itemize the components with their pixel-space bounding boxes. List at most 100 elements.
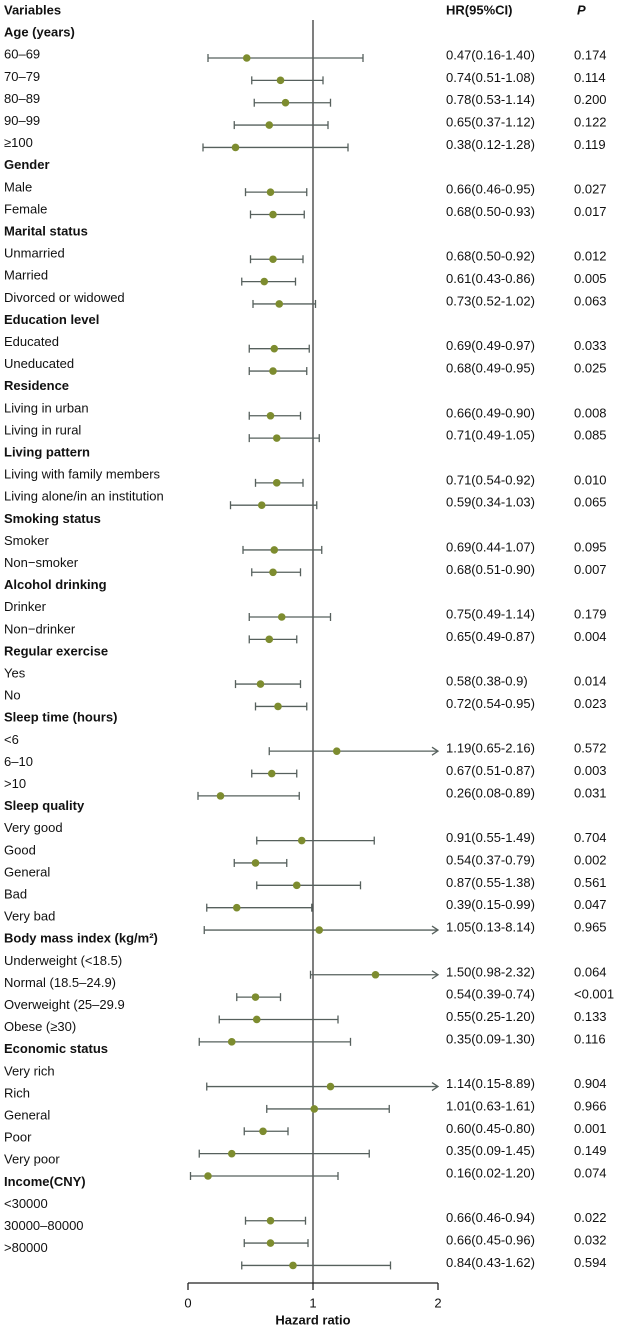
row-label: Living alone/in an institution: [4, 489, 164, 504]
hr-point: [266, 188, 275, 196]
row-label: Educated: [4, 334, 59, 349]
ci-text: 1.14(0.15-8.89): [446, 1076, 535, 1091]
p-value: 0.012: [574, 249, 607, 264]
ci-text: 0.69(0.49-0.97): [446, 338, 535, 353]
p-value: 0.704: [574, 830, 607, 845]
hr-point: [266, 1216, 275, 1225]
row-label: Drinker: [4, 599, 47, 614]
ci-text: 0.59(0.34-1.03): [446, 495, 535, 510]
p-value: 0.119: [574, 137, 606, 152]
group-label: Alcohol drinking: [4, 577, 107, 592]
hr-point: [274, 702, 282, 711]
hr-point: [272, 434, 281, 442]
p-value: 0.179: [574, 607, 607, 622]
row-label: Underweight (<18.5): [4, 953, 122, 968]
hr-point: [277, 613, 286, 621]
row-label: 6–10: [4, 754, 33, 769]
row-label: >80000: [4, 1240, 48, 1255]
ci-text: 0.69(0.44-1.07): [446, 539, 535, 554]
ci-text: 1.01(0.63-1.61): [446, 1098, 535, 1113]
row-label: Living in rural: [4, 422, 81, 437]
ci-text: 1.05(0.13-8.14): [446, 920, 535, 935]
hr-point: [269, 210, 277, 219]
p-value: 0.010: [574, 472, 607, 487]
ci-text: 0.58(0.38-0.9): [446, 674, 528, 689]
ci-arrow-right: [431, 746, 440, 756]
p-value: 0.085: [574, 428, 607, 443]
ci-text: 0.74(0.51-1.08): [446, 70, 535, 85]
row-label: Male: [4, 179, 32, 194]
row-label: ≥100: [4, 135, 33, 150]
ci-text: 0.66(0.46-0.94): [446, 1210, 535, 1225]
ci-arrow-right: [431, 925, 440, 935]
hr-point: [257, 501, 266, 510]
p-value: 0.005: [574, 271, 607, 286]
row-label: General: [4, 1108, 50, 1123]
ci-text: 0.54(0.37-0.79): [446, 852, 535, 867]
ci-text: 0.60(0.45-0.80): [446, 1121, 535, 1136]
hr-point: [227, 1038, 236, 1046]
ci-text: 1.50(0.98-2.32): [446, 964, 535, 979]
hr-point: [259, 1127, 267, 1136]
row-label: 80–89: [4, 91, 40, 106]
row-label: Very bad: [4, 909, 55, 924]
hr-point: [204, 1172, 212, 1180]
row-label: General: [4, 864, 50, 879]
row-label: Very rich: [4, 1063, 55, 1078]
row-label: Normal (18.5–24.9): [4, 975, 116, 990]
ci-text: 0.68(0.51-0.90): [446, 562, 535, 577]
row-label: Uneducated: [4, 356, 74, 371]
x-tick-label: 2: [434, 1296, 441, 1311]
row-label: Non−smoker: [4, 555, 79, 570]
row-label: 60–69: [4, 47, 40, 62]
ci-text: 0.65(0.49-0.87): [446, 629, 535, 644]
ci-text: 0.84(0.43-1.62): [446, 1255, 535, 1270]
row-label: <6: [4, 732, 19, 747]
row-label: Good: [4, 842, 36, 857]
hr-point: [276, 76, 285, 85]
ci-text: 0.16(0.02-1.20): [446, 1166, 535, 1181]
p-value: 0.114: [574, 70, 606, 85]
ci-text: 1.19(0.65-2.16): [446, 741, 535, 756]
row-label: Obese (≥30): [4, 1019, 76, 1034]
row-label: Female: [4, 201, 47, 216]
ci-text: 0.72(0.54-0.95): [446, 696, 535, 711]
hr-point: [242, 54, 251, 62]
ci-text: 0.61(0.43-0.86): [446, 271, 535, 286]
p-value: 0.904: [574, 1076, 607, 1091]
hr-point: [292, 881, 301, 890]
ci-arrow-right: [431, 1082, 440, 1092]
hr-point: [232, 903, 241, 912]
row-label: Very poor: [4, 1152, 60, 1167]
ci-text: 0.78(0.53-1.14): [446, 92, 535, 107]
p-value: 0.002: [574, 852, 607, 867]
p-value: 0.032: [574, 1233, 607, 1248]
p-value: 0.004: [574, 629, 607, 644]
row-label: Very good: [4, 820, 63, 835]
p-value: 0.122: [574, 115, 607, 130]
row-label: Yes: [4, 666, 26, 681]
hr-point: [297, 836, 306, 845]
ci-text: 0.68(0.50-0.92): [446, 249, 535, 264]
ci-text: 0.54(0.39-0.74): [446, 987, 535, 1002]
x-tick-label: 0: [184, 1296, 191, 1311]
p-value: 0.023: [574, 696, 607, 711]
ci-text: 0.66(0.46-0.95): [446, 182, 535, 197]
p-value: <0.001: [574, 987, 614, 1002]
hr-point: [269, 255, 277, 264]
hr-point: [269, 568, 277, 577]
p-value: 0.063: [574, 293, 607, 308]
hr-point: [332, 747, 341, 755]
ci-arrow-right: [431, 970, 440, 980]
hr-point: [256, 680, 265, 688]
group-label: Regular exercise: [4, 643, 108, 658]
group-label: Education level: [4, 312, 99, 327]
p-value: 0.149: [574, 1143, 607, 1158]
group-label: Sleep quality: [4, 798, 85, 813]
hr-point: [266, 411, 275, 420]
ci-text: 0.75(0.49-1.14): [446, 607, 535, 622]
group-label: Age (years): [4, 25, 75, 40]
hr-point: [227, 1149, 236, 1158]
group-label: Living pattern: [4, 445, 90, 460]
row-label: Smoker: [4, 533, 49, 548]
